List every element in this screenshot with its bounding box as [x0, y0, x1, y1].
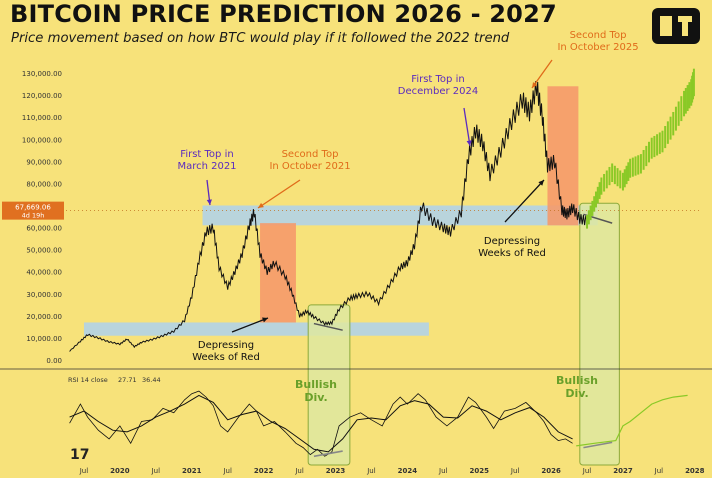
prediction-series	[586, 68, 695, 229]
annotation-bullish_div_2026: Bullish Div.	[556, 374, 598, 400]
support-band-upper	[202, 205, 598, 226]
x-tick-label: 2021	[182, 467, 202, 475]
rsi-panel: RSI 14 close 27.71 36.44 17	[0, 368, 712, 463]
price-line	[69, 81, 588, 352]
x-tick-label: Jul	[438, 467, 448, 475]
rsi-divergence-2022	[313, 450, 343, 458]
annotation-arrowhead	[206, 199, 212, 205]
y-tick-label: 20,000.00	[26, 313, 62, 321]
y-tick-label: 40,000.00	[26, 269, 62, 277]
annotation-second_top_2025: Second Top In October 2025	[557, 30, 638, 53]
current-price-value: 67,669.06	[15, 204, 51, 212]
rsi-prediction-line	[576, 394, 688, 447]
y-tick-label: 30,000.00	[26, 291, 62, 299]
annotation-depressing_2026: Depressing Weeks of Red	[478, 236, 546, 259]
x-axis: Jul 2020 Jul 2021 Jul 2022 Jul 2023 Jul 2024 Jul 20…	[79, 467, 705, 475]
rsi-header-value2: 36.44	[142, 376, 161, 384]
y-tick-label: 110,000.00	[22, 114, 62, 122]
annotation-depressing_2022: Depressing Weeks of Red	[192, 340, 260, 363]
support-band-lower	[83, 322, 429, 336]
y-axis: 0.00 10,000.00 20,000.00 30,000.00 40,000.00…	[2, 70, 702, 365]
y-tick-label: 120,000.00	[22, 92, 62, 100]
x-tick-label: Jul	[366, 467, 376, 475]
y-tick-label: 130,000.00	[22, 70, 62, 78]
rsi-line-rsi-ma	[69, 394, 573, 453]
x-tick-label: 2027	[613, 467, 633, 475]
y-tick-label: 90,000.00	[26, 158, 62, 166]
red-zone-2022	[260, 223, 296, 323]
page-subtitle: Price movement based on how BTC would pl…	[11, 31, 510, 46]
x-tick-label: 2023	[326, 467, 346, 475]
x-tick-label: 2028	[685, 467, 705, 475]
annotation-arrow	[257, 179, 301, 209]
annotation-arrowhead	[538, 180, 544, 186]
annotation-arrow	[531, 59, 553, 89]
red-zone-2026	[547, 86, 579, 226]
y-tick-label: 0.00	[46, 357, 62, 365]
annotation-bullish_div_2022: Bullish Div.	[295, 378, 337, 404]
x-tick-label: Jul	[654, 467, 664, 475]
annotation-second_top_2021: Second Top In October 2021	[269, 149, 350, 172]
x-tick-label: 2026	[541, 467, 561, 475]
annotation-first_top_2024: First Top in December 2024	[398, 74, 478, 97]
annotation-arrow	[463, 107, 471, 147]
y-tick-label: 10,000.00	[26, 335, 62, 343]
x-tick-label: 2025	[469, 467, 489, 475]
x-tick-label: 2020	[110, 467, 130, 475]
x-tick-label: 2024	[398, 467, 418, 475]
annotation-arrow	[231, 317, 269, 333]
divergence-trendline-2022	[313, 322, 343, 331]
annotation-arrowhead	[258, 202, 264, 208]
rsi-header-value1: 27.71	[118, 376, 137, 384]
x-tick-label: Jul	[151, 467, 161, 475]
x-tick-label: Jul	[582, 467, 592, 475]
annotation-arrow	[504, 179, 545, 223]
y-tick-label: 50,000.00	[26, 247, 62, 255]
tradingview-logo-icon: 17	[70, 447, 89, 463]
page-title: BITCOIN PRICE PREDICTION 2026 - 2027	[10, 0, 557, 28]
zones-layer	[83, 86, 620, 466]
annotation-arrowhead	[532, 82, 538, 88]
rsi-line-rsi	[69, 390, 573, 457]
y-tick-label: 60,000.00	[26, 225, 62, 233]
x-tick-label: Jul	[510, 467, 520, 475]
x-tick-label: Jul	[222, 467, 232, 475]
annotation-arrowhead	[466, 140, 472, 146]
x-tick-label: Jul	[294, 467, 304, 475]
current-price-badge	[2, 201, 64, 220]
annotation-first_top_2021: First Top in March 2021	[177, 149, 236, 172]
x-tick-label: 2022	[254, 467, 274, 475]
annotation-arrowhead	[262, 317, 268, 323]
rsi-header-label: RSI 14 close	[68, 376, 108, 384]
current-price-countdown: 4d 19h	[22, 212, 45, 220]
brand-logo-icon	[652, 8, 700, 44]
y-tick-label: 80,000.00	[26, 180, 62, 188]
rsi-divergence-2026	[583, 441, 613, 449]
bullish-zone-2022	[307, 304, 351, 466]
annotations-layer: First Top in March 2021 Second Top In Octob…	[177, 30, 638, 404]
x-tick-label: Jul	[79, 467, 89, 475]
bullish-zone-2026	[579, 202, 620, 466]
y-tick-label: 100,000.00	[22, 136, 62, 144]
